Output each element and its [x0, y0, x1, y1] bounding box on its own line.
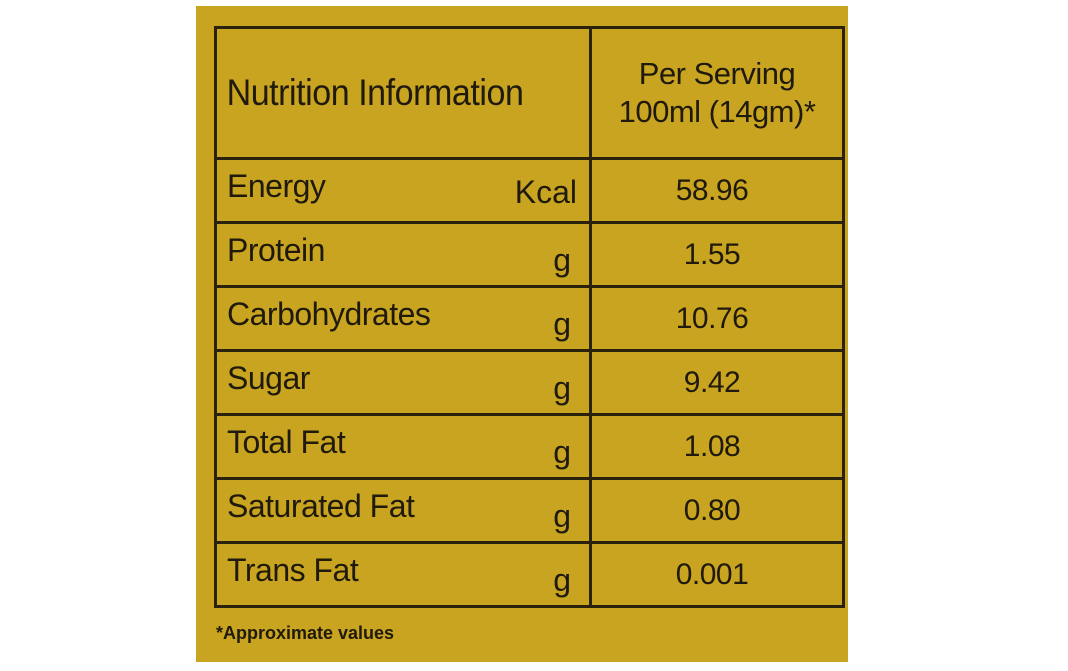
footnote: *Approximate values — [216, 623, 395, 643]
nutrient-cell: Carbohydrates g — [214, 285, 592, 352]
nutrient-cell: Sugar g — [214, 349, 592, 416]
nutrient-unit: g — [553, 242, 571, 278]
nutrient-value: 58.96 — [589, 157, 845, 224]
nutrient-cell: Protein g — [214, 221, 592, 288]
nutrient-cell: Trans Fat g — [214, 541, 592, 608]
nutrient-unit: g — [553, 370, 571, 406]
nutrition-table: Nutrition Information Per Serving 100ml … — [214, 26, 845, 608]
table-row-total-fat: Total Fat g 1.08 — [214, 413, 845, 480]
nutrient-unit: g — [553, 434, 571, 470]
nutrient-value: 1.55 — [589, 221, 845, 288]
nutrient-value: 0.80 — [589, 477, 845, 544]
nutrition-label-panel: Nutrition Information Per Serving 100ml … — [196, 6, 848, 662]
table-row-trans-fat: Trans Fat g 0.001 — [214, 541, 845, 608]
nutrient-unit: Kcal — [514, 174, 577, 210]
nutrient-name: Total Fat — [227, 424, 346, 460]
nutrient-value: 10.76 — [589, 285, 845, 352]
nutrient-value: 1.08 — [589, 413, 845, 480]
table-row-carbohydrates: Carbohydrates g 10.76 — [214, 285, 845, 352]
table-row-protein: Protein g 1.55 — [214, 221, 845, 288]
table-row-energy: Energy Kcal 58.96 — [214, 157, 845, 224]
nutrient-name: Protein — [227, 232, 325, 268]
serving-amount: 100ml (14gm)* — [618, 94, 816, 129]
nutrient-name: Sugar — [227, 360, 310, 396]
nutrient-value: 0.001 — [589, 541, 845, 608]
table-title: Nutrition Information — [214, 26, 562, 160]
nutrient-name: Carbohydrates — [227, 296, 431, 332]
nutrient-name: Energy — [227, 168, 326, 204]
table-header-row: Nutrition Information Per Serving 100ml … — [214, 26, 845, 160]
table-row-saturated-fat: Saturated Fat g 0.80 — [214, 477, 845, 544]
nutrient-value: 9.42 — [589, 349, 845, 416]
nutrient-cell: Total Fat g — [214, 413, 592, 480]
nutrient-cell: Saturated Fat g — [214, 477, 592, 544]
nutrient-unit: g — [553, 498, 571, 534]
serving-size-header: Per Serving 100ml (14gm)* — [589, 26, 845, 160]
nutrient-name: Trans Fat — [227, 552, 359, 588]
nutrient-cell: Energy Kcal — [214, 157, 592, 224]
nutrient-unit: g — [553, 306, 571, 342]
nutrient-unit: g — [553, 562, 571, 598]
nutrient-name: Saturated Fat — [227, 488, 415, 524]
table-row-sugar: Sugar g 9.42 — [214, 349, 845, 416]
serving-label: Per Serving — [638, 56, 796, 91]
